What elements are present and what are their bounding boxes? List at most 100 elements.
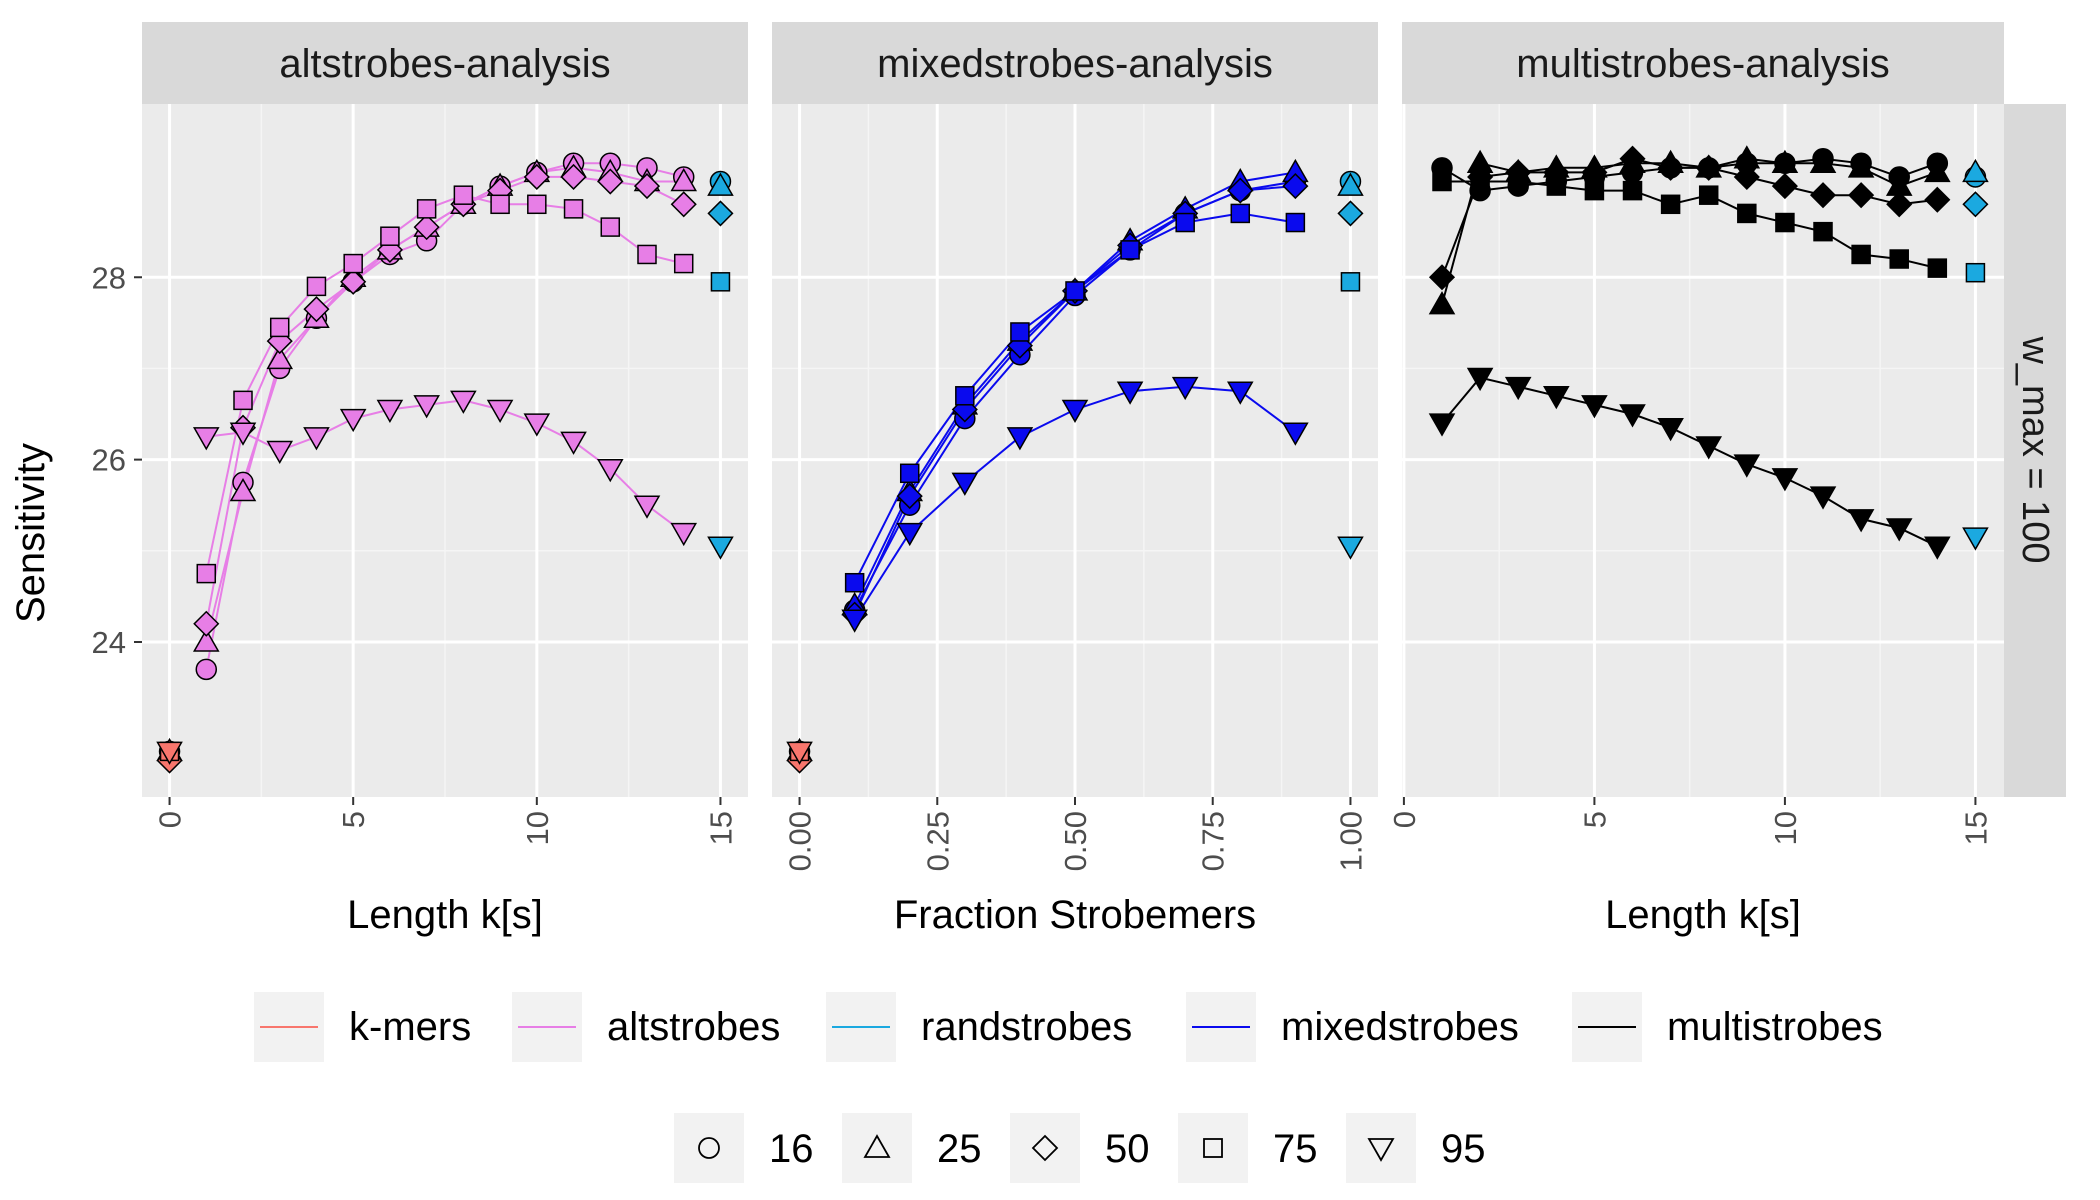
facet-row-strip-background — [2004, 104, 2066, 797]
data-point-altstrobes-diamond — [633, 173, 661, 200]
legend-key-background — [674, 1113, 744, 1183]
facet-strip — [1402, 22, 2004, 104]
data-point-multistrobes-triangle-down — [1847, 509, 1875, 533]
data-point-multistrobes-triangle-down — [1657, 417, 1684, 442]
x-tick-label: 10 — [520, 811, 555, 845]
x-tick-label: 0.75 — [1196, 811, 1231, 871]
data-point-mixedstrobes-diamond — [1227, 177, 1254, 204]
data-point-multistrobes-square — [1737, 203, 1757, 224]
data-point-k-mers-triangle-down — [156, 741, 183, 765]
data-point-randstrobes-triangle — [1337, 172, 1364, 196]
legend-shape-item-25: 25 — [842, 1113, 982, 1183]
facet-row-label: w_max = 100 — [2014, 335, 2056, 563]
x-tick-label: 0 — [1387, 811, 1422, 828]
legend-shape-label: 25 — [937, 1127, 982, 1171]
data-point-multistrobes-triangle-down — [1771, 468, 1799, 492]
data-point-mixedstrobes-triangle-down — [951, 472, 979, 496]
data-point-multistrobes-triangle-down — [1504, 376, 1532, 401]
legend-shape-label: 75 — [1273, 1127, 1318, 1171]
data-point-altstrobes-triangle-down — [633, 495, 661, 519]
data-point-altstrobes-square — [527, 194, 547, 215]
data-point-altstrobes-diamond — [670, 191, 697, 218]
x-tick-label: 15 — [703, 811, 738, 845]
data-point-mixedstrobes-square — [1065, 281, 1085, 301]
data-point-mixedstrobes-triangle-down — [1282, 422, 1309, 446]
panel-background — [1402, 104, 2004, 797]
legend-shape-label: 50 — [1105, 1127, 1150, 1171]
data-point-multistrobes-square — [1508, 171, 1528, 192]
data-point-altstrobes-triangle — [192, 628, 220, 652]
chart-panels: altstrobes-analysis 0 5 10 15 Length k[s] mixe… — [92, 22, 2004, 937]
data-point-multistrobes-triangle-down — [1581, 395, 1608, 419]
data-point-altstrobes-triangle-down — [339, 408, 367, 433]
data-point-multistrobes-diamond — [1848, 182, 1875, 209]
x-tick-label: 5 — [1577, 811, 1612, 828]
facet-strip-title: multistrobes-analysis — [1516, 42, 1889, 86]
data-point-altstrobes-diamond — [340, 268, 367, 295]
data-point-multistrobes-triangle-down — [1733, 454, 1761, 478]
data-point-mixedstrobes-square — [1120, 240, 1140, 260]
data-point-randstrobes-square — [710, 272, 731, 292]
x-tick-label: 5 — [336, 811, 371, 828]
panel-2: mixedstrobes-analysis 0.00 0.25 0.50 0.75 1.0… — [772, 22, 1378, 937]
x-tick-label: 1.00 — [1333, 811, 1368, 871]
legend-key-background — [1178, 1113, 1248, 1183]
legend-key-background — [1010, 1113, 1080, 1183]
panel-1: altstrobes-analysis 0 5 10 15 Length k[s] — [142, 22, 748, 937]
data-point-mixedstrobes-diamond — [1282, 173, 1309, 200]
data-point-mixedstrobes-diamond — [896, 483, 923, 510]
x-axis-label: Length k[s] — [1605, 893, 1801, 937]
data-point-randstrobes-triangle — [1962, 158, 1989, 183]
data-point-altstrobes-square — [269, 317, 290, 338]
data-point-multistrobes-square — [1889, 249, 1909, 269]
legend-shape-item-75: 75 — [1178, 1113, 1318, 1183]
data-point-altstrobes-square — [673, 253, 694, 274]
data-point-altstrobes-square — [453, 185, 474, 205]
data-point-altstrobes-triangle-down — [560, 431, 587, 455]
data-point-randstrobes-triangle — [707, 172, 734, 196]
data-point-altstrobes-diamond — [413, 214, 440, 241]
legend-shape-square — [1203, 1138, 1223, 1158]
data-point-altstrobes-triangle-down — [450, 390, 477, 414]
data-point-multistrobes-triangle — [1924, 158, 1951, 183]
data-point-altstrobes-triangle — [229, 478, 257, 502]
x-tick-label: 15 — [1958, 811, 1993, 845]
data-point-randstrobes-diamond — [1337, 200, 1364, 227]
data-point-multistrobes-diamond — [1657, 154, 1684, 181]
legend-key-background — [842, 1113, 912, 1183]
data-point-altstrobes-square — [306, 276, 327, 297]
legend-shape-item-16: 16 — [674, 1113, 814, 1183]
data-point-mixedstrobes-triangle-down — [1116, 381, 1144, 405]
data-point-multistrobes-square — [1470, 171, 1490, 192]
data-point-mixedstrobes-triangle-down — [1171, 376, 1199, 401]
data-point-altstrobes-square — [343, 253, 363, 274]
data-point-mixedstrobes-triangle-down — [1006, 427, 1034, 451]
x-tick-label: 0.50 — [1058, 811, 1093, 871]
legend-shape-item-50: 50 — [1010, 1113, 1150, 1183]
data-point-mixedstrobes-triangle-down — [1226, 381, 1254, 405]
data-point-altstrobes-triangle-down — [303, 427, 330, 451]
data-point-randstrobes-diamond — [1962, 191, 1989, 218]
data-point-randstrobes-diamond — [707, 200, 734, 227]
data-point-multistrobes-square — [1698, 185, 1719, 205]
data-point-multistrobes-triangle — [1809, 149, 1837, 174]
x-tick-label: 0.00 — [783, 811, 818, 871]
data-point-multistrobes-square — [1622, 180, 1643, 201]
data-point-multistrobes-square — [1851, 244, 1871, 265]
data-point-randstrobes-triangle-down — [707, 536, 734, 560]
data-point-altstrobes-triangle-down — [192, 427, 220, 451]
legend-label: mixedstrobes — [1281, 1005, 1519, 1049]
data-point-mixedstrobes-square — [1285, 212, 1306, 233]
data-point-altstrobes-triangle-down — [596, 458, 624, 483]
data-point-altstrobes-diamond — [597, 168, 624, 195]
legend-item-mixedstrobes: mixedstrobes — [1186, 992, 1519, 1062]
data-point-multistrobes-triangle-down — [1924, 536, 1951, 560]
facet-strip-title: altstrobes-analysis — [279, 42, 610, 86]
data-point-altstrobes-triangle-down — [413, 395, 440, 419]
data-point-altstrobes-diamond — [523, 163, 550, 191]
data-point-altstrobes-triangle-down — [229, 422, 257, 446]
data-point-mixedstrobes-triangle-down — [841, 609, 868, 633]
data-point-multistrobes-triangle-down — [1695, 436, 1723, 460]
legend-shape-label: 16 — [769, 1127, 814, 1171]
